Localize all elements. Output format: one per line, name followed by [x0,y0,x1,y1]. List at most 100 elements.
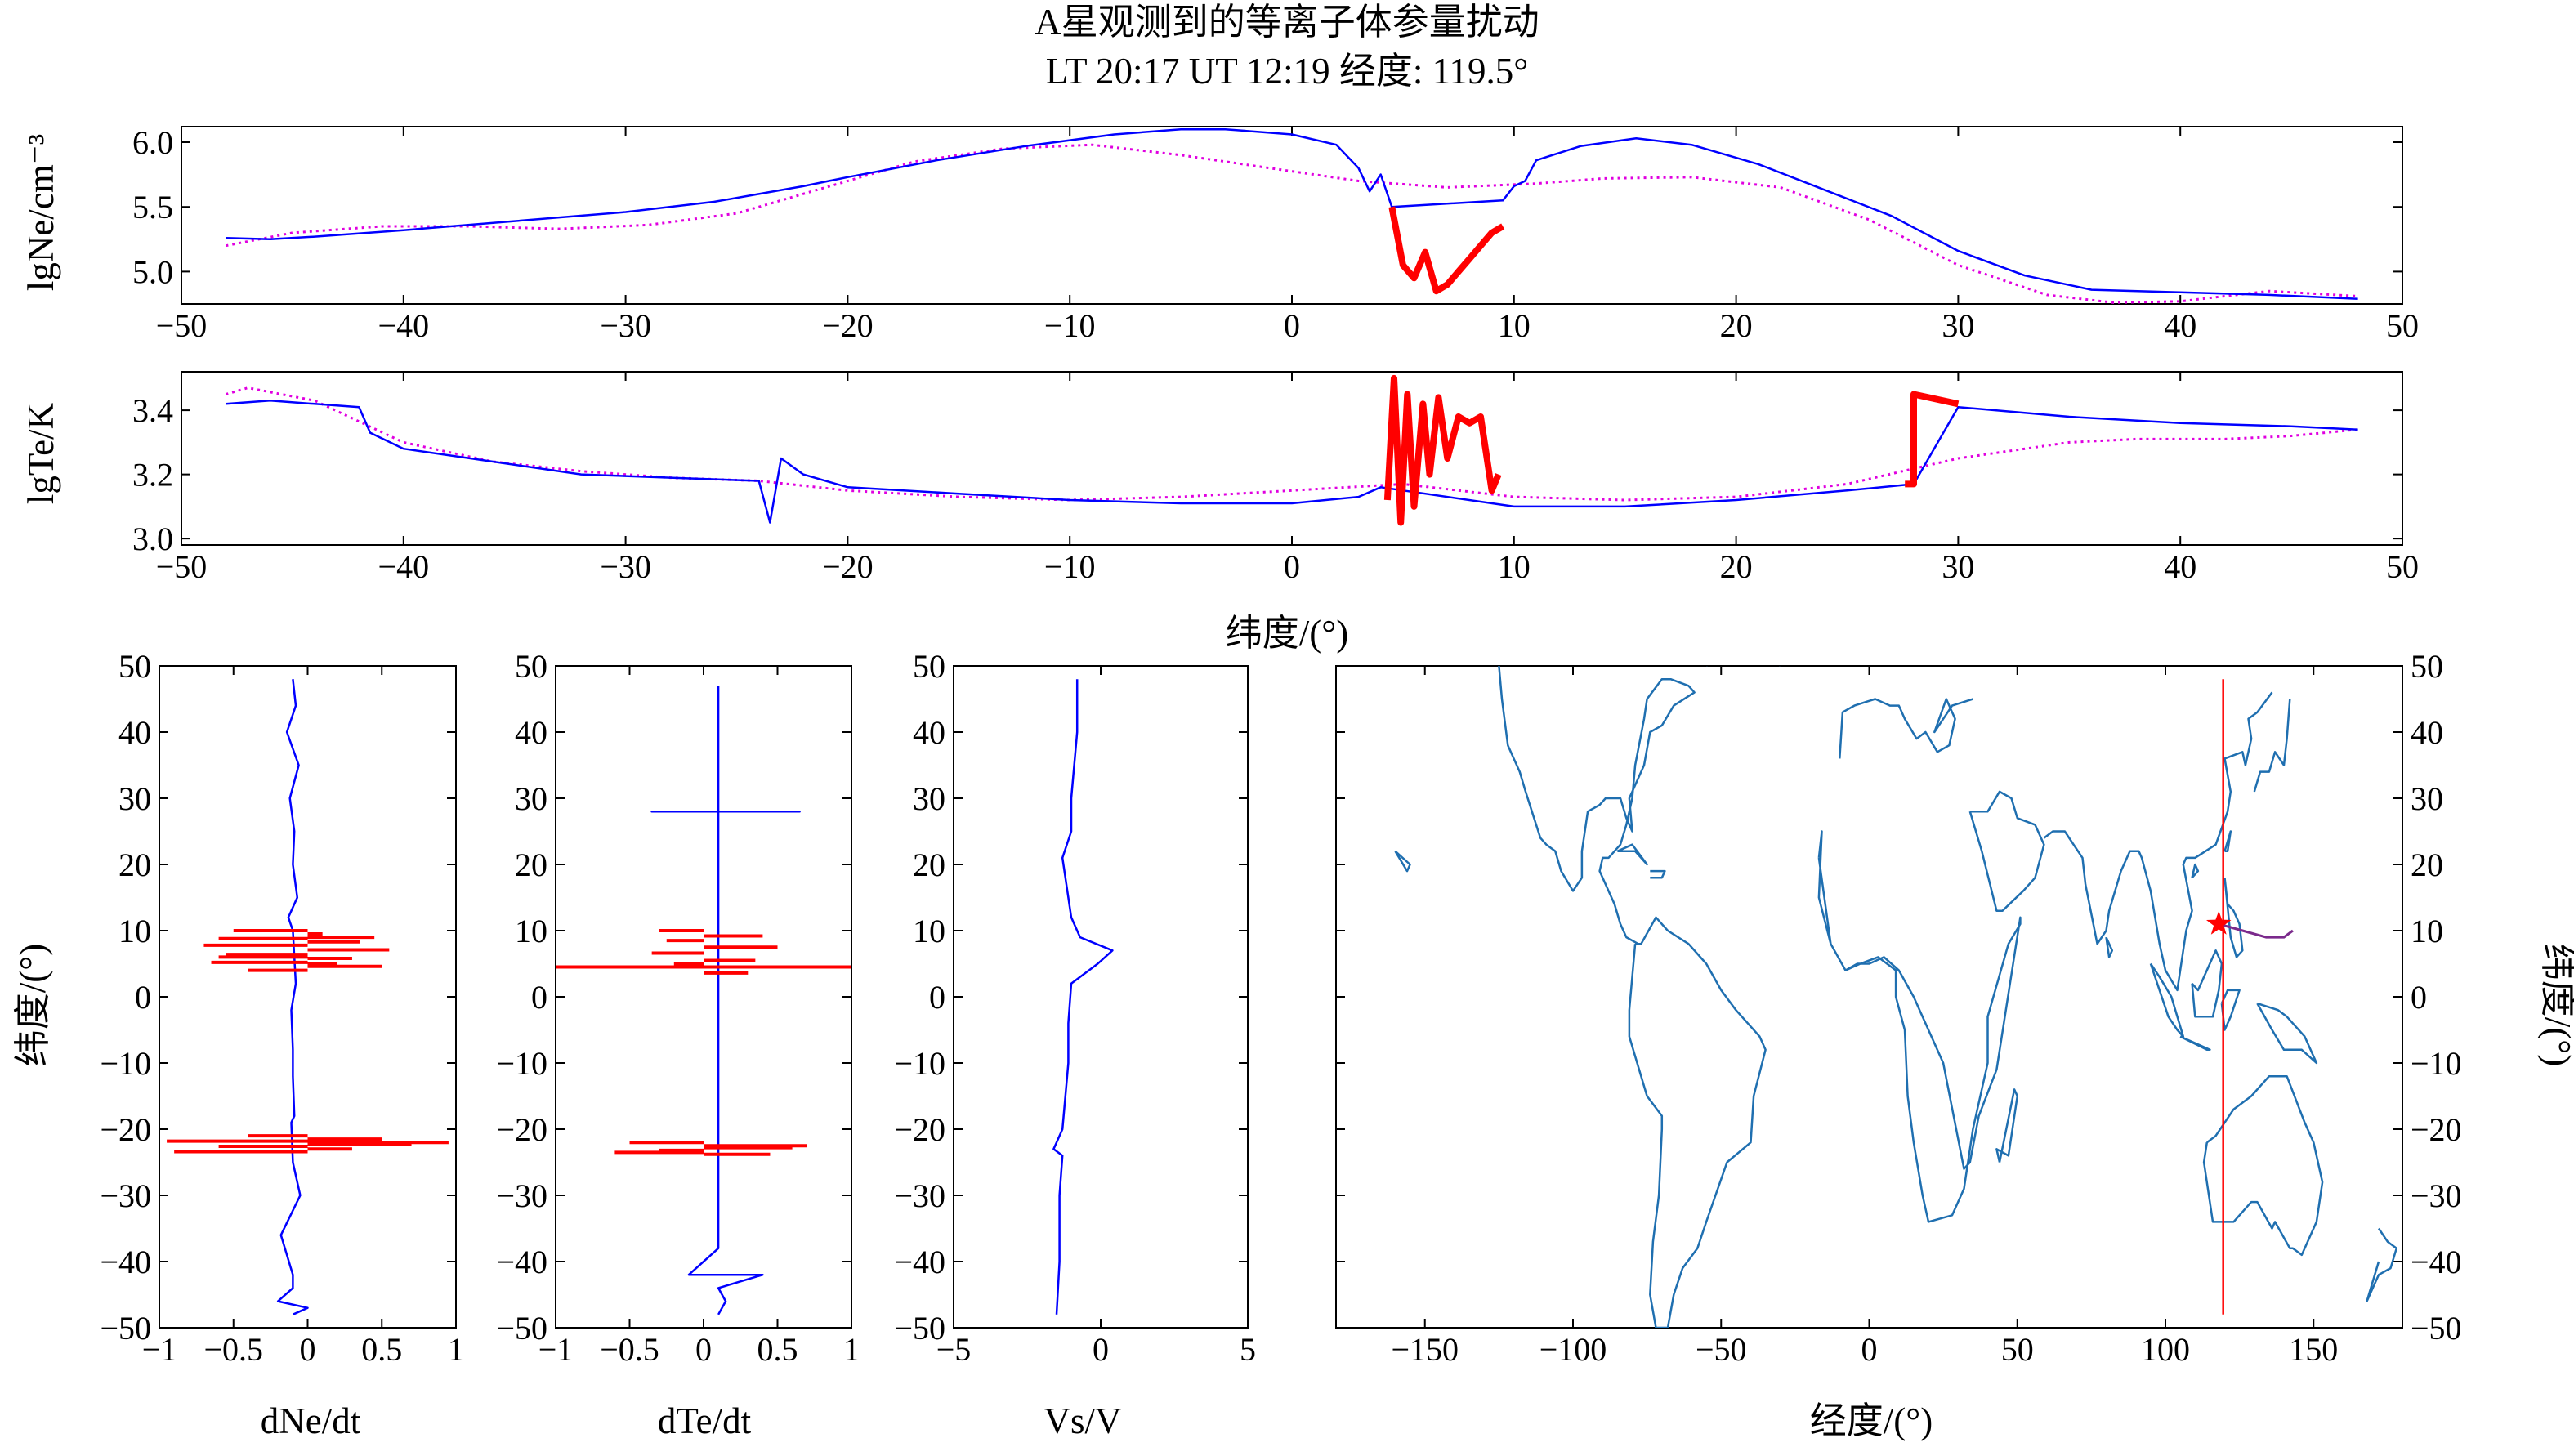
te-disturbance-series [1905,391,1960,488]
dte-y-tick-label: 30 [515,780,547,817]
te-x-tick-label: 40 [2164,548,2196,585]
dne-y-tick-label: 50 [118,648,151,685]
vs-y-tick-label: 50 [913,648,945,685]
map-y-tick-label: −50 [2411,1310,2462,1347]
panel-dte: −1 −0.5 0 0.5 1 −50 −40 −30 −20 −10 0 10 20 30 40 50 [496,648,860,1368]
coastline-cuba [1616,843,1648,866]
te-x-tick-label: 0 [1284,548,1300,585]
coastline-north-america [1498,666,1696,945]
dne-y-tick-label: −50 [100,1310,151,1347]
dne-y-tick-label: 30 [118,780,151,817]
te-x-tick-label: −50 [156,548,208,585]
ne-frame [181,126,2403,305]
ne-y-tick-label: 6.0 [132,124,173,161]
coastline-philippines [2223,878,2244,958]
dte-y-tick-label: −50 [496,1310,547,1347]
dte-y-tick-label: 40 [515,714,547,751]
coastline-australia [2202,1074,2324,1257]
vs-y-tick-label: 40 [913,714,945,751]
vs-y-tick-label: −20 [894,1111,945,1148]
te-observed-series [226,400,2358,524]
map-x-axis-label: 经度/(°) [1810,1400,1933,1441]
te-frame [181,371,2403,546]
coastline-africa [1817,830,2022,1223]
map-frame [1335,665,2403,1329]
map-y-tick-label: −10 [2411,1045,2462,1082]
dte-x-tick-label: 1 [843,1331,860,1368]
event-star-marker [2206,910,2232,935]
dte-x-tick-label: 0.5 [757,1331,798,1368]
ne-y-tick-label: 5.0 [132,253,173,290]
ne-x-tick-label: 10 [1498,307,1531,344]
panel-ne: −50 −40 −30 −20 −10 0 10 20 30 40 50 5.0 5.5 6.0 [132,124,2419,344]
coastline-greenland [1706,666,1781,667]
dte-y-tick-label: −20 [496,1111,547,1148]
dne-y-tick-label: 20 [118,846,151,883]
dne-x-tick-label: 0 [300,1331,316,1368]
te-x-tick-label: −30 [600,548,651,585]
coastline-hispaniola [1650,869,1666,879]
vs-y-tick-label: 30 [913,780,945,817]
vs-y-tick-label: −50 [894,1310,945,1347]
map-x-tick-label: 150 [2289,1331,2338,1368]
dne-y-tick-label: 10 [118,913,151,949]
dte-frame [555,665,852,1329]
map-y-tick-label: 20 [2411,846,2443,883]
te-x-tick-label: 30 [1942,548,1974,585]
ne-disturbance-series [1388,206,1505,295]
map-y-tick-label: 0 [2411,979,2427,1016]
dne-y-tick-label: −20 [100,1111,151,1148]
panel-te: −50 −40 −30 −20 −10 0 10 20 30 40 50 3.0 3.2 3.4 [132,371,2419,585]
map-y-tick-label: 30 [2411,780,2443,817]
coastline-madagascar [1995,1088,2019,1163]
vs-observed-series [1052,679,1114,1315]
vs-y-tick-label: 0 [929,979,945,1016]
map-y-tick-label: 40 [2411,714,2443,751]
ne-y-axis-label: lgNe/cm⁻³ [20,134,61,291]
te-x-tick-label: 10 [1498,548,1531,585]
te-y-axis-label: lgTe/K [20,402,61,504]
dte-y-tick-label: 10 [515,913,547,949]
panel-map: −150 −100 −50 0 50 100 150−50−40−30−20−1001020… [1335,648,2462,1368]
ne-x-tick-label: −30 [600,307,651,344]
dne-y-tick-label: −30 [100,1177,151,1214]
te-x-tick-label: 50 [2386,548,2419,585]
dne-y-tick-label: 40 [118,714,151,751]
map-y-tick-label: −30 [2411,1177,2462,1214]
coastline-japan [2253,699,2291,793]
vs-y-tick-label: −10 [894,1045,945,1082]
dne-x-axis-label: dNe/dt [261,1400,361,1441]
dte-x-tick-label: 0 [695,1331,712,1368]
vs-y-tick-label: −40 [894,1244,945,1280]
dne-frame [159,665,457,1329]
footprint-line [2218,922,2294,939]
coastline-sulawesi [2220,989,2241,1031]
coastline-arabia [1968,790,2045,912]
dte-observed-series [650,686,801,1315]
te-x-tick-label: −40 [378,548,430,585]
te-y-tick-label: 3.0 [132,520,173,557]
coastline-borneo [2191,949,2223,1018]
coastline-sri-lanka [2105,936,2114,958]
vs-x-axis-label: Vs/V [1043,1400,1121,1441]
vs-y-tick-label: 20 [913,846,945,883]
map-y-tick-label: −20 [2411,1111,2462,1148]
dne-y-tick-label: −10 [100,1045,151,1082]
ne-x-tick-label: −10 [1044,307,1096,344]
map-x-tick-label: −50 [1696,1331,1747,1368]
te-background-series [225,386,2358,502]
vs-x-tick-label: 0 [1093,1331,1109,1368]
figure-title: A星观测到的等离子体参量扰动 [1035,2,1539,42]
ne-x-tick-label: 20 [1720,307,1753,344]
dte-y-tick-label: −30 [496,1177,547,1214]
ne-y-tick-label: 5.5 [132,189,173,226]
panel-dne: −1 −0.5 0 0.5 1 −50 −40 −30 −20 −10 0 10 20 30 40 50 [100,648,464,1368]
ne-x-tick-label: 40 [2164,307,2196,344]
vs-x-tick-label: 5 [1240,1331,1256,1368]
map-y-axis-label: 纬度/(°) [2537,944,2574,1066]
dne-x-tick-label: −1 [142,1331,177,1368]
te-disturbance-series [1383,374,1502,526]
te-x-axis-label: 纬度/(°) [1226,613,1348,654]
dte-y-tick-label: 50 [515,648,547,685]
